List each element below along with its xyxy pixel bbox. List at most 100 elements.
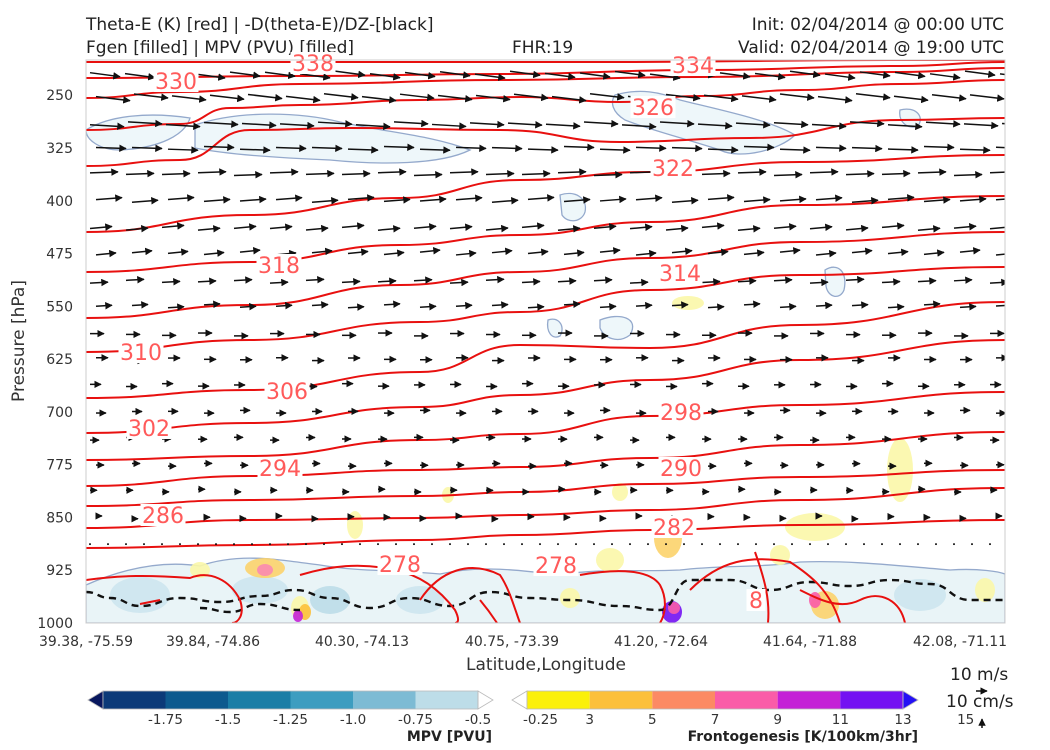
wind-vector — [701, 222, 725, 230]
wind-vector — [737, 168, 767, 176]
wind-vector — [989, 278, 1005, 287]
wind-vector — [887, 248, 909, 257]
wind-vector — [419, 146, 451, 154]
wind-vector — [455, 301, 473, 310]
mpv-colorbar-tick: -1.25 — [273, 712, 308, 728]
contour-label: 314 — [659, 262, 701, 287]
wind-vector — [964, 70, 996, 78]
wind-vector — [203, 249, 225, 257]
wind-vector — [593, 171, 623, 179]
wind-vector — [383, 249, 405, 257]
wind-vector — [305, 224, 329, 233]
wind-vector — [419, 195, 447, 204]
wind-vector — [233, 170, 263, 179]
wind-vector — [239, 247, 261, 255]
wind-vector — [707, 146, 739, 154]
wind-vector — [527, 146, 559, 154]
mpv-region — [310, 586, 350, 614]
theta-e-contour — [86, 487, 1005, 529]
wind-vector — [789, 70, 821, 79]
wind-vector — [311, 197, 339, 205]
wind-vector — [959, 195, 987, 204]
wind-vector — [485, 275, 505, 284]
title-line-2: Fgen [filled] | MPV (PVU) [filled] — [86, 38, 355, 58]
wind-vector — [404, 71, 436, 80]
contour-label: 298 — [660, 401, 702, 426]
mpv-region — [894, 579, 946, 611]
wind-vector — [557, 225, 581, 233]
wind-vector — [579, 72, 611, 80]
wind-vector — [383, 300, 401, 309]
contour-label: 338 — [292, 52, 334, 77]
wind-vector — [845, 170, 875, 178]
fgen-region — [612, 483, 628, 501]
theta-e-contour — [299, 564, 459, 623]
wind-vector — [563, 196, 591, 204]
wind-vector — [859, 71, 891, 79]
wind-vector — [167, 146, 199, 154]
wind-vector — [923, 196, 951, 204]
wind-vector — [917, 277, 937, 285]
wind-vector — [811, 122, 847, 130]
wind-vector — [995, 253, 1005, 256]
fgen-region — [672, 296, 704, 310]
wind-vector — [125, 224, 149, 233]
wind-vector — [855, 93, 891, 101]
fgen-region — [596, 548, 624, 572]
x-axis-label: Latitude,Longitude — [466, 655, 626, 675]
wind-vector — [671, 144, 703, 153]
fgen-colorbar: 3 5 7 9 11 13 15 — [511, 690, 974, 728]
wind-vector — [557, 277, 577, 285]
contour-label: 334 — [672, 54, 714, 79]
contour-label: 294 — [259, 457, 301, 482]
dashed-contour — [86, 578, 1005, 612]
wind-vector — [851, 196, 879, 205]
wind-vector — [239, 302, 257, 311]
theta-e-contour — [86, 574, 243, 623]
wind-vector — [817, 95, 853, 104]
wind-vector — [989, 223, 1005, 232]
wind-vector — [89, 543, 91, 546]
wind-vector — [311, 144, 343, 153]
mpv-colorbar-tick: -1.75 — [148, 712, 183, 728]
wind-vector — [527, 194, 555, 202]
fgen-colorbar-tick: 3 — [585, 712, 594, 728]
wind-vector — [377, 225, 401, 233]
wind-vector — [815, 194, 843, 203]
contour-label: 318 — [258, 254, 300, 279]
wind-vector — [649, 73, 681, 81]
wind-vector — [635, 301, 653, 310]
wind-vector — [953, 223, 977, 231]
x-tick-label: 42.08, -71.11 — [913, 634, 1007, 650]
init-time: Init: 02/04/2014 @ 00:00 UTC — [751, 15, 1004, 35]
wind-vector — [203, 196, 231, 204]
wind-vector — [741, 95, 777, 103]
wind-vector — [815, 249, 837, 258]
wind-vector — [995, 146, 1005, 149]
theta-e-contour — [86, 339, 1005, 434]
wind-vector — [845, 275, 865, 284]
reference-horizontal-label: 10 m/s — [950, 665, 1008, 685]
wind-vector — [959, 146, 991, 154]
wind-vector — [124, 72, 156, 81]
wind-vector — [323, 543, 325, 546]
wind-vector — [269, 543, 271, 546]
fgen-colorbar-tick: 7 — [711, 712, 720, 728]
wind-vector — [779, 146, 811, 154]
wind-vector — [917, 225, 941, 233]
wind-vector — [341, 278, 361, 286]
wind-vector — [285, 95, 321, 104]
wind-vector — [881, 169, 911, 178]
mpv-region — [110, 577, 170, 613]
contour-label-bg — [290, 52, 336, 74]
wind-vector — [629, 223, 653, 231]
wind-vector — [503, 543, 505, 546]
wind-vector — [683, 543, 685, 546]
wind-vector — [239, 195, 267, 204]
wind-vector — [449, 223, 473, 231]
wind-vector — [953, 543, 955, 546]
mpv-colorbar-frame — [102, 690, 479, 710]
wind-vector — [167, 248, 189, 256]
wind-vector — [95, 249, 117, 258]
fgen-colorbar-tick: 5 — [648, 712, 657, 728]
